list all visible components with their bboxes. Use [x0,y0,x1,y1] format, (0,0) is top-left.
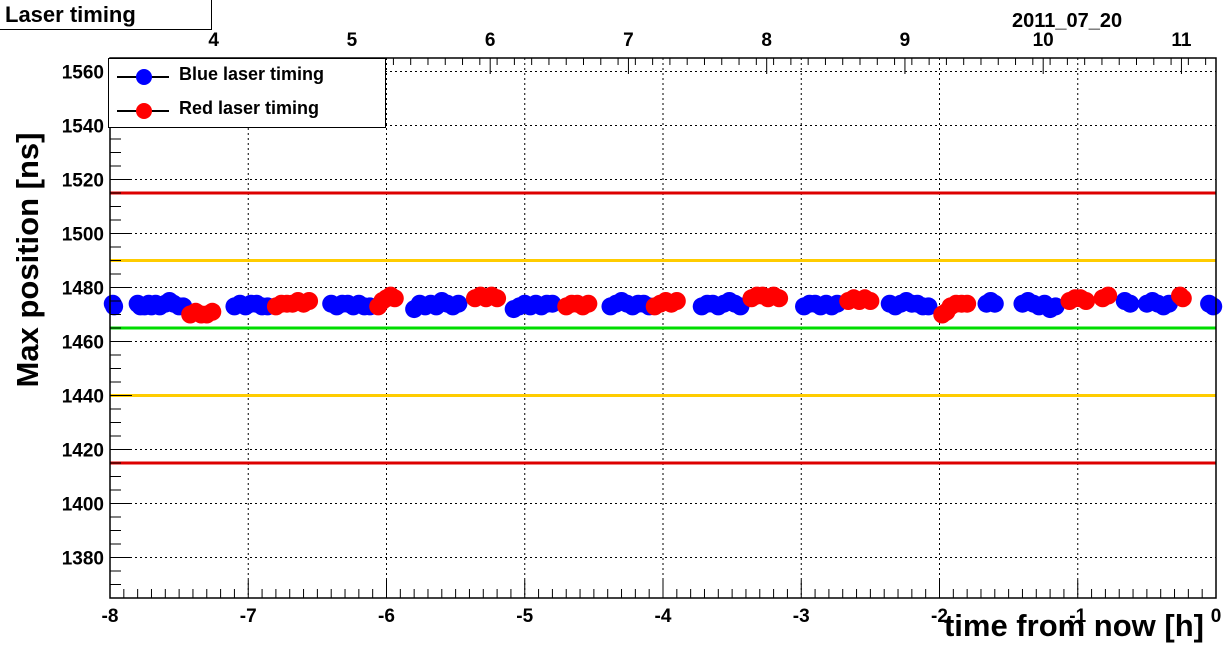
y-tick-label: 1520 [62,171,104,192]
red-data-point [579,294,598,313]
top-tick-label: 5 [347,30,358,51]
legend-label-red: Red laser timing [179,98,320,118]
legend-item-red: Red laser timing [109,95,385,125]
top-tick-label: 10 [1033,30,1054,51]
blue-data-point [105,297,124,316]
red-data-point [1099,286,1118,305]
top-tick-label: 6 [485,30,496,51]
y-tick-label: 1480 [62,279,104,300]
x-tick-label: 0 [1211,606,1222,627]
y-tick-label: 1420 [62,441,104,462]
top-tick-label: 8 [761,30,772,51]
blue-data-point [543,294,562,313]
y-tick-label: 1380 [62,549,104,570]
red-data-point [958,294,977,313]
top-tick-label: 9 [900,30,911,51]
x-tick-label: -8 [102,606,119,627]
y-tick-label: 1540 [62,117,104,138]
y-tick-label: 1440 [62,387,104,408]
y-tick-label: 1500 [62,225,104,246]
red-data-point [1077,292,1096,310]
data-points [103,286,1223,324]
top-tick-label: 11 [1171,30,1192,51]
chart-date: 2011_07_20 [1012,10,1123,32]
red-data-point [203,302,222,321]
red-data-point [770,289,789,308]
x-tick-label: -5 [516,606,533,627]
legend-marker-blue [136,69,152,85]
red-data-point [385,289,404,308]
blue-data-point [449,294,468,313]
blue-data-point [919,297,938,316]
x-axis-label: time from now [h] [943,608,1204,643]
red-data-point [667,292,686,310]
x-tick-label: -7 [240,606,257,627]
blue-data-point [1121,294,1140,313]
red-data-point [488,289,507,308]
chart-title: Laser timing [5,2,136,27]
top-tick-label: 7 [623,30,634,51]
legend-item-blue: Blue laser timing [109,61,385,91]
blue-data-point [1046,297,1065,316]
x-tick-label: -1 [1069,606,1086,627]
reference-lines [110,191,1216,465]
x-tick-label: -6 [378,606,395,627]
blue-data-point [1204,297,1223,316]
legend: Blue laser timing Red laser timing [108,58,386,128]
red-data-point [1173,289,1192,308]
y-axis-label: Max position [ns] [10,132,45,388]
y-tick-label: 1460 [62,333,104,354]
tick-labels: 1380 1400 1420 1440 1460 1480 1500 1520 1540 1560… [62,30,1222,627]
x-tick-label: -3 [793,606,810,627]
x-tick-label: -4 [655,606,672,627]
red-data-point [300,292,319,310]
y-tick-label: 1400 [62,495,104,516]
blue-data-point [985,294,1004,313]
red-data-point [861,292,880,310]
legend-label-blue: Blue laser timing [179,64,325,84]
top-tick-label: 4 [208,30,219,51]
legend-marker-red [136,103,152,119]
y-tick-label: 1560 [62,63,104,84]
chart-title-box: Laser timing [0,0,212,30]
x-tick-label: -2 [931,606,948,627]
